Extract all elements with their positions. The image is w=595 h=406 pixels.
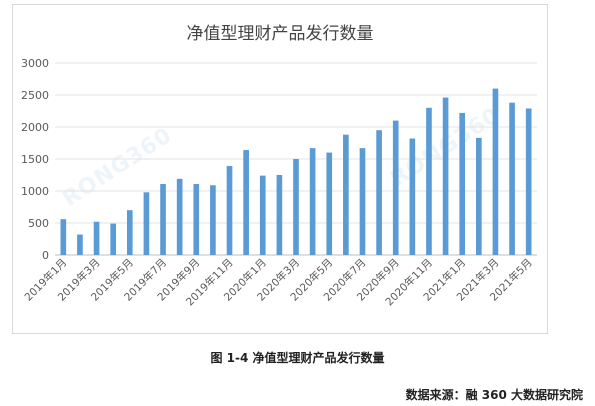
bar (459, 112, 466, 255)
bar (110, 223, 116, 255)
bar (226, 166, 233, 255)
bar (309, 148, 316, 255)
data-source-note: 数据来源：融 360 大数据研究院 (405, 388, 583, 402)
bar (126, 210, 133, 255)
y-tick-label: 2000 (21, 121, 49, 134)
bar (160, 183, 166, 255)
bar (176, 178, 183, 255)
y-tick-label: 0 (42, 249, 49, 262)
bar (293, 159, 299, 255)
y-tick-label: 1500 (21, 153, 49, 166)
bar (60, 219, 67, 255)
bar (326, 152, 333, 255)
bar (409, 138, 416, 255)
bar (359, 148, 366, 255)
y-tick-label: 3000 (21, 57, 49, 70)
figure-caption: 图 1-4 净值型理财产品发行数量 (210, 351, 385, 365)
y-tick-label: 1000 (21, 185, 49, 198)
bar (376, 130, 382, 255)
bar (243, 150, 249, 255)
bar (476, 137, 482, 255)
y-tick-label: 500 (28, 217, 49, 230)
bar (343, 134, 349, 255)
bar (492, 88, 499, 255)
bar-chart-plot: 0500100015002000250030002019年1月2019年3月20… (21, 57, 537, 308)
bar (525, 108, 532, 255)
chart-title: 净值型理财产品发行数量 (186, 24, 374, 44)
chart-frame: 净值型理财产品发行数量 RONG360 RONG360 0 500 1000 1500… (12, 4, 548, 334)
bar (93, 221, 100, 255)
bar (392, 120, 399, 255)
bar (509, 102, 515, 256)
bar (210, 185, 216, 255)
y-tick-label: 2500 (21, 89, 49, 102)
bar (276, 175, 283, 255)
bar (442, 97, 449, 255)
bar (77, 234, 83, 255)
bar (193, 183, 200, 255)
bar (259, 175, 266, 255)
bar (426, 107, 432, 255)
bar (143, 192, 150, 255)
